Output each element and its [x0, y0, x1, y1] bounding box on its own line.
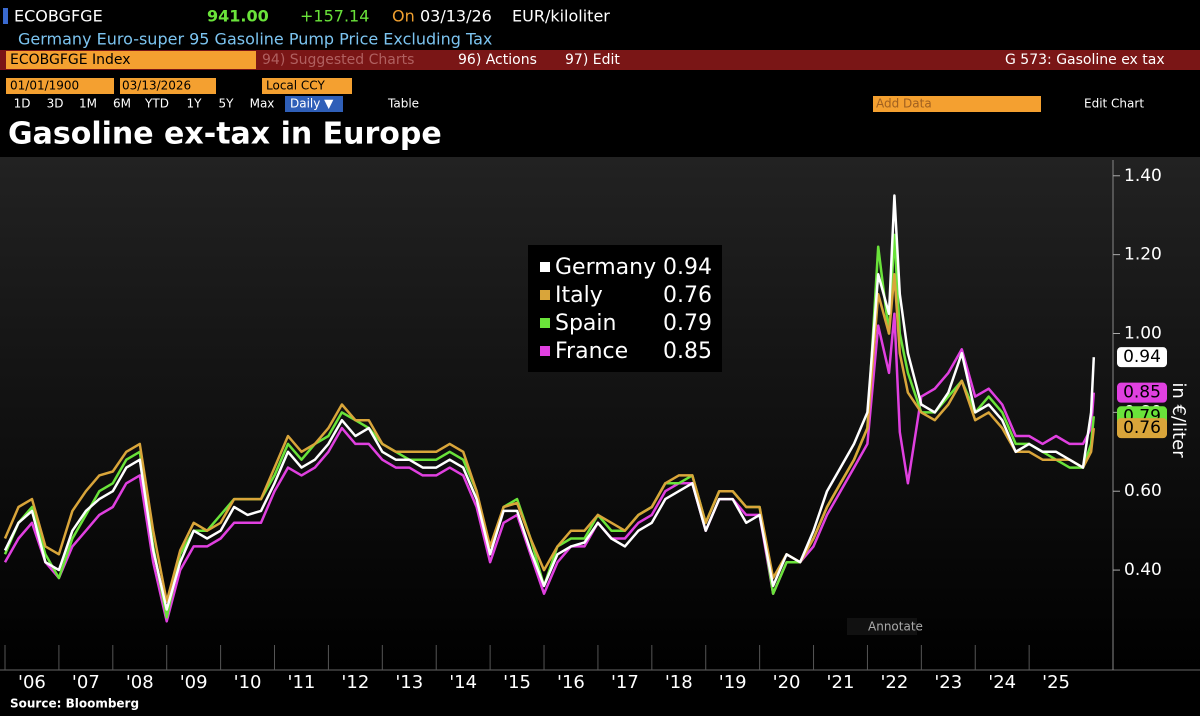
y-tick-label: 1.20 — [1124, 245, 1162, 265]
x-tick-label: '07 — [72, 672, 100, 693]
x-tick-label: '23 — [934, 672, 962, 693]
edit[interactable]: 97) Edit — [565, 52, 620, 68]
last-value-tag — [1117, 418, 1167, 439]
x-tick-label: '18 — [665, 672, 693, 693]
x-tick-label: '21 — [827, 672, 855, 693]
source: Source: Bloomberg — [10, 697, 139, 711]
legend-marker — [540, 318, 550, 328]
currency[interactable]: Local CCY — [266, 79, 325, 93]
start-date[interactable]: 01/01/1900 — [10, 79, 79, 93]
annotate[interactable]: Annotate — [868, 620, 923, 634]
x-tick-label: '19 — [719, 672, 747, 693]
legend-label: Germany — [555, 255, 656, 280]
x-tick-label: '08 — [126, 672, 154, 693]
x-tick-label: '16 — [557, 672, 585, 693]
table-button[interactable]: Table — [387, 97, 419, 111]
toolbar-bar — [0, 50, 1200, 70]
units: EUR/kiloliter — [512, 7, 610, 26]
x-tick-label: '10 — [234, 672, 262, 693]
currency-field[interactable] — [262, 78, 352, 94]
y-tick-label: 1.40 — [1124, 166, 1162, 186]
edit-chart[interactable]: Edit Chart — [1084, 97, 1144, 111]
x-tick-label: '24 — [988, 672, 1016, 693]
legend-label: Italy — [555, 283, 603, 308]
x-tick-label: '25 — [1042, 672, 1070, 693]
end-date[interactable]: 03/13/2026 — [122, 79, 191, 93]
last-value-label: 0.76 — [1123, 418, 1161, 438]
x-tick-label: '22 — [880, 672, 908, 693]
legend-marker — [540, 262, 550, 272]
range-button[interactable]: 1M — [79, 97, 97, 111]
x-tick-label: '15 — [503, 672, 531, 693]
y-tick-label: 1.00 — [1124, 323, 1162, 343]
series-line — [3, 273, 1096, 603]
series-line — [3, 194, 1096, 611]
range-button[interactable]: Max — [250, 97, 275, 111]
last-value-label: 0.85 — [1123, 383, 1161, 403]
range-button[interactable]: 6M — [113, 97, 131, 111]
legend-label: France — [555, 339, 628, 364]
description: Germany Euro-super 95 Gasoline Pump Pric… — [18, 30, 492, 49]
range-button[interactable]: 5Y — [219, 97, 235, 111]
legend-value: 0.85 — [663, 339, 712, 364]
last-value-label: 0.94 — [1123, 347, 1161, 367]
x-tick-label: '17 — [611, 672, 639, 693]
security[interactable]: ECOBGFGE Index — [10, 52, 131, 68]
y-axis-label: in €/liter — [1168, 382, 1189, 458]
date: 03/13/26 — [420, 7, 492, 26]
legend-box — [528, 245, 722, 372]
legend-label: Spain — [555, 311, 616, 336]
frequency-button[interactable] — [285, 96, 343, 112]
range-button[interactable]: 3D — [47, 97, 64, 111]
price: 941.00 — [207, 7, 269, 26]
legend-value: 0.94 — [663, 255, 712, 280]
range-button[interactable]: YTD — [144, 97, 169, 111]
suggested-charts[interactable]: 94) Suggested Charts — [262, 52, 414, 68]
x-tick-label: '13 — [395, 672, 423, 693]
x-tick-label: '06 — [18, 672, 46, 693]
last-value-tag — [1117, 347, 1167, 368]
ticker-marker — [3, 8, 8, 24]
change: +157.14 — [300, 7, 369, 26]
x-tick-label: '20 — [773, 672, 801, 693]
security-field[interactable] — [6, 51, 256, 69]
start-date-field[interactable] — [6, 78, 114, 94]
ticker: ECOBGFGE — [14, 7, 103, 26]
legend-marker — [540, 290, 550, 300]
end-date-field[interactable] — [120, 78, 216, 94]
chart-title: Gasoline ex-tax in Europe — [8, 117, 442, 152]
y-tick-label: 0.60 — [1124, 481, 1162, 501]
on-label: On — [392, 7, 415, 26]
range-button[interactable]: 1D — [14, 97, 31, 111]
x-tick-label: '09 — [180, 672, 208, 693]
frequency[interactable]: Daily ▼ — [290, 97, 334, 111]
add-data[interactable]: Add Data — [876, 97, 932, 111]
last-value-tag — [1117, 382, 1167, 403]
legend-value: 0.79 — [663, 311, 712, 336]
chart-area — [0, 157, 1200, 670]
range-button[interactable]: 1Y — [187, 97, 203, 111]
chart-id[interactable]: G 573: Gasoline ex tax — [1005, 52, 1165, 68]
legend-value: 0.76 — [663, 283, 712, 308]
x-tick-label: '12 — [341, 672, 369, 693]
add-data-field[interactable] — [873, 96, 1041, 112]
legend-marker — [540, 346, 550, 356]
annotate-button[interactable] — [847, 618, 917, 635]
actions[interactable]: 96) Actions — [458, 52, 537, 68]
x-tick-label: '14 — [449, 672, 477, 693]
y-tick-label: 0.40 — [1124, 560, 1162, 580]
x-tick-label: '11 — [288, 672, 316, 693]
